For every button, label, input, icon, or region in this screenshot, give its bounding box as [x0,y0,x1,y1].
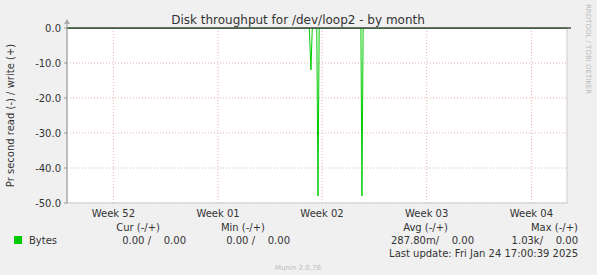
stat-value: 0.00 / 0.00 [122,235,186,246]
y-axis [67,24,68,203]
stat-value: 0.00 / 0.00 [226,235,290,246]
plot-frame [67,28,567,203]
x-tick-label: Week 01 [196,208,239,219]
grid-line [218,28,219,203]
x-tick-label: Week 02 [300,208,343,219]
stat-header: Max (-/+) [531,222,578,233]
chart: Disk throughput for /dev/loop2 - by mont… [0,0,597,275]
y-tick-label: -30.0 [35,128,61,139]
zero-line [67,28,571,29]
y-tick-label: -50.0 [35,198,61,209]
grid-line [67,168,567,169]
stat-header: Avg (-/+) [403,222,448,233]
background [0,0,597,275]
x-tick-label: Week 03 [405,208,448,219]
y-tick-label: 0.0 [45,23,61,34]
legend-swatch [14,236,22,244]
series-group [67,28,567,196]
y-tick-label: -20.0 [35,93,61,104]
stat-value: 1.03k/ 0.00 [512,235,578,246]
stat-value: 287.80m/ 0.00 [391,235,474,246]
watermark: RRDTOOL / TOBI OETIKER [584,4,592,94]
y-tick-label: -40.0 [35,163,61,174]
stat-header: Min (-/+) [221,222,265,233]
grid-line [531,28,532,203]
grid-line [113,28,114,203]
grid-line [426,28,427,203]
x-tick-label: Week 04 [510,208,553,219]
series-line [67,28,567,196]
title: Disk throughput for /dev/loop2 - by mont… [171,13,425,27]
stat-header: Cur (-/+) [116,222,160,233]
plot-area [67,28,567,203]
last-update: Last update: Fri Jan 24 17:00:39 2025 [389,248,578,259]
y-axis-label: Pr second read (-) / write (+) [5,44,16,187]
footer: Munin 2.0.76 [275,264,321,272]
grid-line [67,133,567,134]
legend-label: Bytes [29,235,57,246]
x-tick-label: Week 52 [92,208,135,219]
grid-line [322,28,323,203]
y-axis-arrow [64,19,70,24]
y-tick-label: -10.0 [35,58,61,69]
